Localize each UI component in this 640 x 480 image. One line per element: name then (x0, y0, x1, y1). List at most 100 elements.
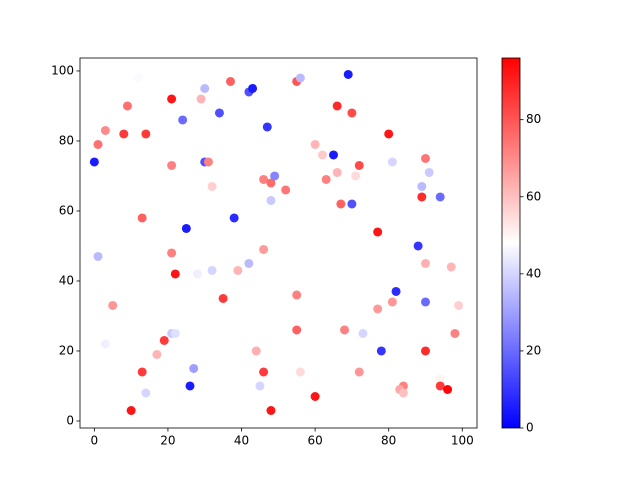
point (207, 181, 217, 191)
point (259, 174, 269, 184)
point (248, 83, 258, 93)
point (225, 76, 235, 86)
point (203, 157, 213, 167)
y-tick-label: 80 (59, 133, 74, 147)
point (321, 174, 331, 184)
y-tick-label: 60 (59, 203, 74, 217)
point (292, 290, 302, 300)
point (262, 122, 272, 132)
point (170, 269, 180, 279)
point (181, 223, 191, 233)
x-tick-label: 40 (234, 434, 249, 448)
point (214, 108, 224, 118)
point (391, 286, 401, 296)
colorbar-tick-label: 20 (526, 343, 541, 357)
point (358, 328, 368, 338)
y-tick-label: 20 (59, 343, 74, 357)
point (398, 388, 408, 398)
x-tick-label: 100 (451, 434, 474, 448)
point (192, 269, 202, 279)
point (354, 160, 364, 170)
plot-frame (79, 57, 478, 429)
point (454, 300, 464, 310)
point (420, 346, 430, 356)
point (93, 251, 103, 261)
point (159, 335, 169, 345)
point (435, 381, 445, 391)
point (126, 405, 136, 415)
point (119, 129, 129, 139)
point (137, 213, 147, 223)
point (417, 192, 427, 202)
y-tick-label: 100 (51, 63, 74, 77)
point (100, 125, 110, 135)
point (185, 381, 195, 391)
point (255, 381, 265, 391)
point (435, 192, 445, 202)
point (266, 195, 276, 205)
point (351, 171, 361, 181)
point (446, 262, 456, 272)
point (259, 244, 269, 254)
point (167, 94, 177, 104)
point (373, 304, 383, 314)
point (281, 185, 291, 195)
point (317, 150, 327, 160)
point (259, 367, 269, 377)
point (332, 101, 342, 111)
point (347, 108, 357, 118)
colorbar-tick-label: 60 (526, 189, 541, 203)
point (443, 384, 453, 394)
point (233, 265, 243, 275)
point (100, 339, 110, 349)
point (354, 367, 364, 377)
point (93, 139, 103, 149)
point (417, 181, 427, 191)
point (310, 139, 320, 149)
point (329, 150, 339, 160)
x-tick-label: 80 (381, 434, 396, 448)
point (420, 258, 430, 268)
point (218, 293, 228, 303)
point (413, 241, 423, 251)
point (167, 160, 177, 170)
point (373, 227, 383, 237)
point (152, 349, 162, 359)
point (108, 300, 118, 310)
point (137, 367, 147, 377)
point (424, 167, 434, 177)
point (141, 388, 151, 398)
point (420, 297, 430, 307)
point (387, 157, 397, 167)
point (347, 199, 357, 209)
point (384, 129, 394, 139)
x-tick-label: 0 (91, 434, 99, 448)
colorbar-tick-label: 80 (526, 112, 541, 126)
y-tick-label: 40 (59, 273, 74, 287)
point (266, 405, 276, 415)
point (200, 83, 210, 93)
point (122, 101, 132, 111)
point (229, 213, 239, 223)
point (170, 328, 180, 338)
point (332, 167, 342, 177)
point (244, 258, 254, 268)
point (420, 153, 430, 163)
point (266, 178, 276, 188)
point (189, 363, 199, 373)
x-tick-label: 20 (160, 434, 175, 448)
point (340, 325, 350, 335)
point (435, 374, 445, 384)
point (134, 73, 144, 83)
x-tick-label: 60 (307, 434, 322, 448)
point (450, 328, 460, 338)
y-tick-label: 0 (66, 413, 74, 427)
point (310, 391, 320, 401)
point (178, 115, 188, 125)
colorbar (501, 57, 521, 429)
point (336, 199, 346, 209)
point (270, 171, 280, 181)
point (295, 73, 305, 83)
point (251, 346, 261, 356)
point (141, 129, 151, 139)
